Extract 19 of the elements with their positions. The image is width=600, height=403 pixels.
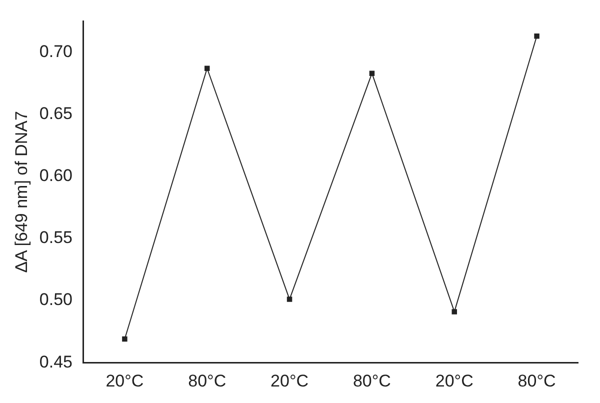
- point: [122, 336, 128, 342]
- x-tick-label: 80°C: [518, 371, 556, 390]
- y-tick-label: 0.55: [39, 228, 72, 248]
- x-tick-label: 20°C: [106, 371, 144, 390]
- y-tick-label: 0.65: [39, 104, 72, 123]
- x-tick-label: 20°C: [270, 371, 309, 390]
- x-tick-label: 20°C: [435, 371, 474, 390]
- x-tick-label: 80°C: [352, 371, 391, 390]
- y-tick-label: 0.70: [39, 42, 72, 61]
- y-axis-title: ΔA [649 nm] of DNA7: [12, 111, 31, 273]
- y-tick-label: 0.60: [39, 166, 72, 186]
- point: [452, 309, 457, 314]
- y-tick-label: 0.45: [39, 352, 72, 372]
- y-tick-label: 0.50: [39, 290, 72, 310]
- point: [286, 296, 292, 302]
- x-tick-label: 80°C: [188, 371, 226, 390]
- point: [369, 70, 375, 76]
- point: [534, 33, 540, 39]
- point: [204, 66, 210, 71]
